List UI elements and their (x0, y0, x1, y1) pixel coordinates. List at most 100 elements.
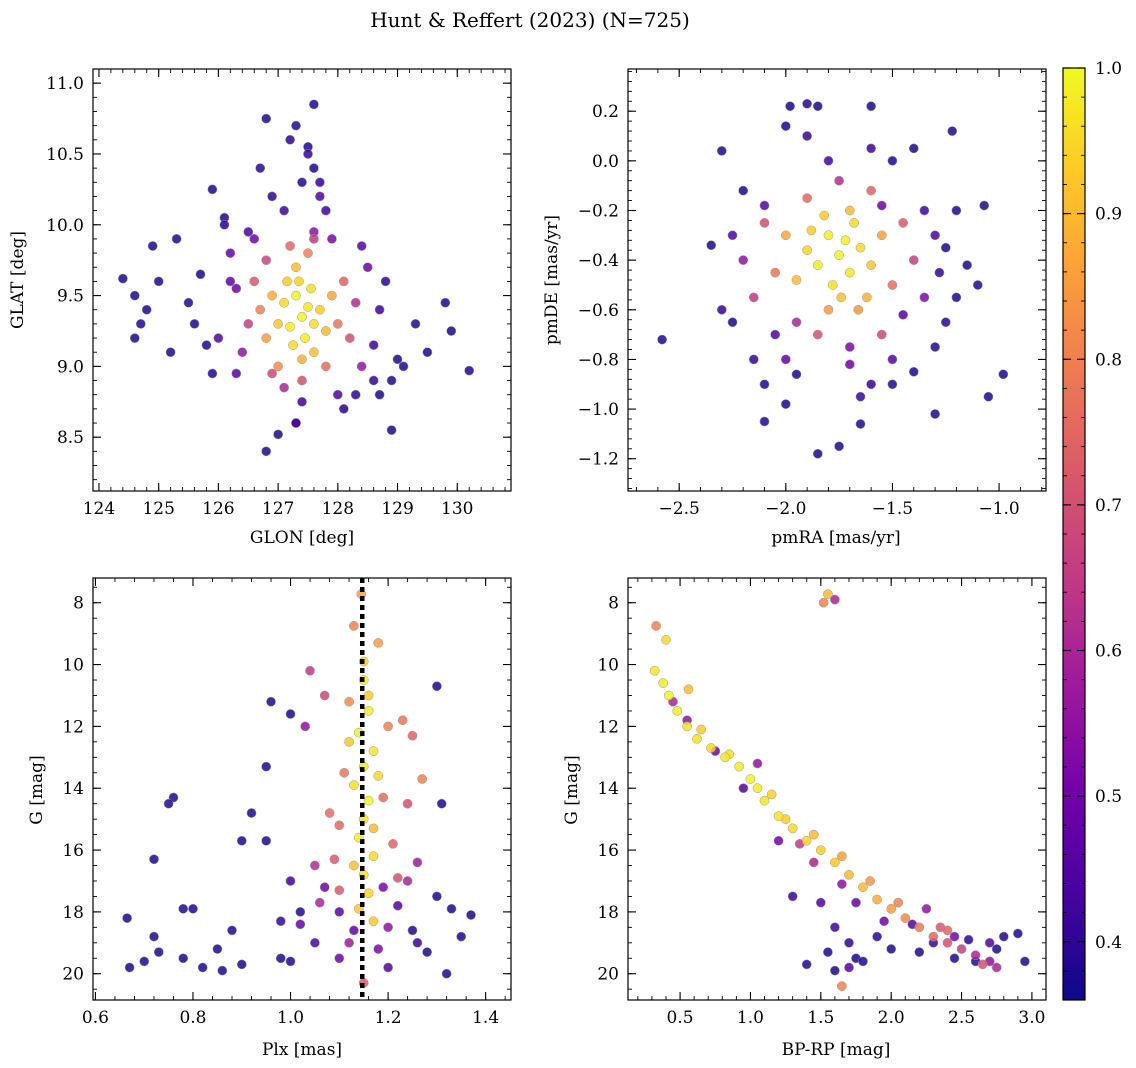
y-tick-label: 10 (62, 656, 84, 676)
data-point (866, 185, 876, 196)
data-point (309, 347, 319, 358)
data-point (392, 873, 403, 883)
data-point (275, 953, 286, 964)
data-point (412, 857, 423, 868)
data-point (338, 276, 349, 287)
data-point (243, 319, 254, 329)
colorbar: 0.4 0.5 0.6 0.7 0.8 0.9 1.0 (1062, 59, 1122, 1001)
y-tick-label: 8 (73, 594, 84, 614)
data-point (940, 242, 951, 253)
data-point (1013, 928, 1023, 939)
data-point (759, 795, 770, 806)
data-point (147, 241, 158, 251)
y-tick-label: 10.0 (46, 216, 84, 236)
x-tick-label: 0.8 (179, 1008, 206, 1028)
data-point (314, 897, 325, 908)
data-point (949, 931, 960, 942)
data-point (893, 897, 904, 908)
y-tick-label: −1.2 (578, 450, 619, 470)
data-point (914, 922, 925, 933)
x-tick-label: 1.4 (472, 1008, 499, 1028)
data-point (806, 225, 817, 236)
data-point (928, 931, 939, 942)
data-point (770, 329, 781, 340)
data-point (261, 446, 272, 457)
data-point (378, 792, 389, 803)
data-point (979, 200, 990, 211)
y-tick-label: 20 (597, 965, 619, 985)
data-point (329, 854, 340, 865)
data-point (309, 99, 319, 110)
data-point (830, 594, 840, 605)
data-point (363, 690, 374, 701)
data-point (334, 953, 345, 964)
data-point (282, 276, 292, 287)
data-point (672, 706, 683, 716)
data-point (178, 903, 189, 914)
data-point (383, 721, 393, 732)
data-point (802, 98, 812, 109)
data-point (243, 227, 254, 237)
x-tick-label: −1.0 (978, 499, 1019, 519)
data-point (297, 311, 307, 322)
data-point (787, 891, 798, 902)
data-point (908, 366, 919, 377)
data-point (802, 131, 812, 141)
data-point (362, 262, 373, 273)
y-tick-label: 0.0 (592, 152, 619, 172)
data-point (865, 876, 875, 886)
data-point (942, 925, 953, 936)
data-point (392, 354, 403, 365)
data-point (837, 879, 847, 889)
data-point (866, 379, 876, 390)
data-point (738, 783, 749, 794)
data-point (267, 191, 277, 202)
data-point (273, 429, 283, 440)
data-point (378, 882, 389, 893)
data-point (658, 678, 669, 688)
plot-frame (627, 68, 1047, 492)
data-point (189, 319, 200, 329)
y-tick-label: 10.5 (46, 145, 84, 165)
data-point (261, 333, 272, 343)
data-point (956, 944, 967, 954)
data-point (696, 724, 707, 735)
data-point (231, 368, 242, 379)
y-tick-label: 11.0 (46, 74, 84, 94)
data-point (991, 962, 1002, 973)
data-point (122, 913, 132, 923)
data-point (853, 304, 864, 315)
y-axis-label: pmDE [mas/yr] (542, 215, 562, 345)
data-point (872, 931, 882, 942)
data-point (855, 242, 866, 253)
data-point (261, 255, 272, 266)
data-point (118, 273, 128, 284)
data-point (338, 404, 349, 414)
data-point (844, 962, 854, 973)
data-point (349, 621, 359, 631)
data-point (844, 267, 855, 278)
data-point (295, 907, 306, 917)
data-point (212, 944, 223, 954)
data-point (823, 589, 833, 599)
y-tick-label: 9.0 (57, 357, 84, 377)
data-point (661, 634, 671, 645)
data-point (171, 234, 182, 244)
data-point (207, 184, 218, 195)
data-point (410, 319, 421, 329)
data-point (441, 968, 452, 979)
data-point (363, 706, 374, 716)
data-point (356, 361, 367, 372)
panel-color-magnitude: 0.5 1.0 1.5 2.0 2.5 3.0 8 10 12 14 16 18 20 (597, 577, 1047, 1028)
data-point (827, 280, 838, 290)
plot-frame (627, 577, 1047, 1001)
x-tick-label: 1.2 (375, 1008, 402, 1028)
data-point (261, 761, 272, 772)
data-point (720, 752, 730, 763)
data-point (422, 347, 433, 358)
data-point (876, 230, 887, 241)
data-point (683, 684, 694, 695)
colorbar-tick-label: 0.7 (1095, 496, 1122, 516)
data-point (315, 304, 325, 315)
data-point (231, 283, 242, 294)
